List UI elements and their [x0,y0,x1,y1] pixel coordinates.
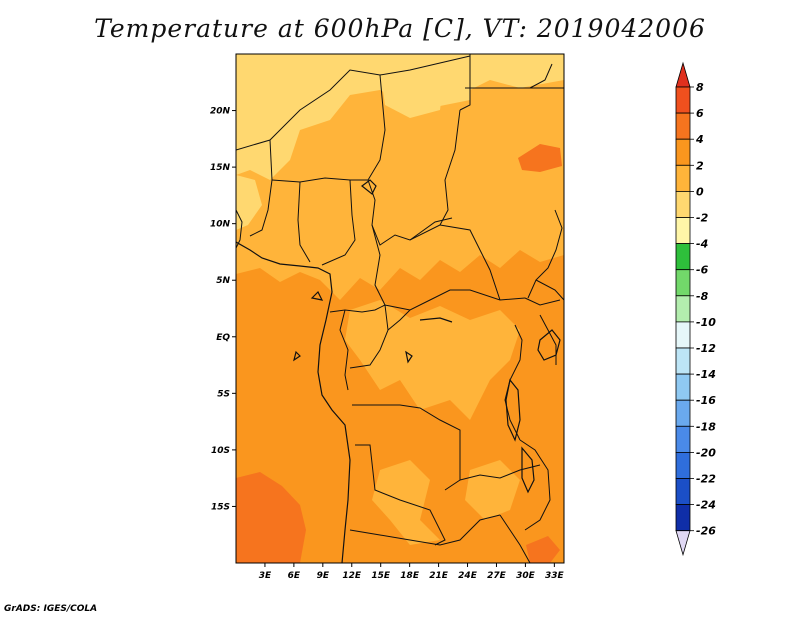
colorbar-label: 8 [696,81,704,94]
colorbar-label: -20 [696,446,716,459]
colorbar-segment [675,373,691,401]
y-tick-label: 10S [211,446,230,456]
coastline [236,241,351,563]
map-frame [235,53,565,564]
colorbar-label: -8 [696,290,709,303]
colorbar-segment [675,190,691,218]
x-tick-label: 24E [458,571,478,581]
shading-4-6-sudan [518,144,562,172]
colorbar-segment [675,295,691,323]
colorbar-bottom-arrow [675,530,691,557]
y-tick-label: 20N [210,107,231,117]
y-tick-label: EQ [216,333,230,343]
colorbar-label: 2 [696,159,704,172]
credit-label: GrADS: IGES/COLA [4,604,98,614]
colorbar-segment [675,243,691,271]
colorbar-label: -14 [696,368,716,381]
x-tick-label: 6E [288,571,301,581]
colorbar-label: -18 [696,420,716,433]
colorbar-label: -2 [696,212,709,225]
colorbar-label: -16 [696,394,716,407]
colorbar-label: 0 [696,185,704,198]
colorbar-top-arrow [675,61,691,88]
x-tick-label: 12E [342,571,362,581]
colorbar-label: 4 [695,133,704,146]
shading-neg2-0-northeast [470,54,564,90]
x-tick-label: 33E [545,571,565,581]
coastline-west [236,209,243,249]
x-tick-label: 30E [516,571,536,581]
colorbar-segment [675,478,691,506]
colorbar-segment [675,86,691,114]
x-tick-label: 9E [317,571,330,581]
shading-neg2-0-west [236,175,262,230]
shading-neg2-0-sahara [380,60,445,118]
colorbar-segment [675,399,691,427]
colorbar-label: -10 [696,316,716,329]
colorbar-label: -24 [696,499,716,512]
y-tick-label: 15S [211,502,230,512]
x-tick-label: 15E [371,571,391,581]
colorbar-label: -6 [696,264,709,277]
colorbar-label: -22 [696,473,716,486]
colorbar-segment [675,347,691,375]
colorbar-segment [675,112,691,140]
colorbar-segment [675,451,691,479]
colorbar-segment [675,504,691,532]
colorbar-segment [675,425,691,453]
x-tick-label: 27E [487,571,507,581]
y-tick-label: 5N [216,276,230,286]
x-tick-label: 3E [259,571,272,581]
lakes [293,179,561,494]
chart-title: Temperature at 600hPa [C], VT: 201904200… [94,14,706,43]
country-borders [236,54,564,563]
y-tick-label: 5S [217,389,230,399]
map-area [236,54,564,563]
colorbar-segment [675,321,691,349]
x-tick-label: 21E [429,571,449,581]
colorbar-segment [675,138,691,166]
colorbar: 8 6 4 2 0 -2 -4 -6 -8 -10 -12 -14 -16 -18 -20 -22 -24 -26 [675,61,716,557]
colorbar-label: 6 [696,107,704,120]
colorbar-label: -26 [696,525,716,538]
x-tick-label: 18E [400,571,420,581]
colorbar-segment [675,269,691,297]
colorbar-segment [675,217,691,245]
colorbar-label: -4 [696,238,708,251]
shading-4-6-southwest [236,472,306,563]
x-axis: 3E 6E 9E 12E 15E 18E 21E 24E 27E 30E 33E [259,563,565,581]
colorbar-label: -12 [696,342,716,355]
y-tick-label: 10N [210,220,231,230]
y-axis: 20N 15N 10N 5N EQ 5S 10S 15S [210,107,236,512]
colorbar-segment [675,164,691,192]
shading-4-6-southeast [526,536,560,563]
y-tick-label: 15N [210,163,231,173]
